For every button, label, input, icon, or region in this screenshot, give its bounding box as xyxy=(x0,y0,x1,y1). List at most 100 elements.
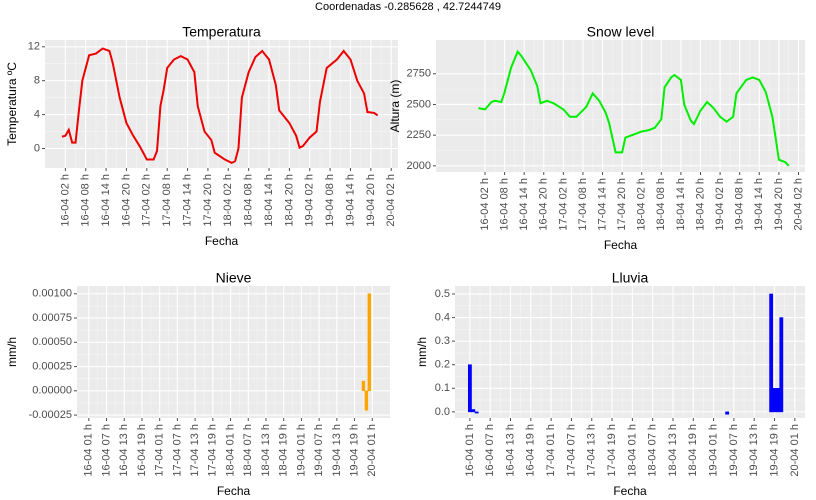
x-tick-label: 17-04 01 h xyxy=(154,424,166,477)
x-tick-label: 17-04 08 h xyxy=(577,178,589,231)
figure-title: Coordenadas -0.285628 , 42.7244749 xyxy=(315,1,501,13)
x-axis-label: Fecha xyxy=(613,484,647,498)
bar xyxy=(779,317,784,413)
bar xyxy=(364,390,369,411)
panel-title: Nieve xyxy=(216,270,252,286)
x-tick-label: 18-04 07 h xyxy=(242,424,254,477)
x-tick-label: 17-04 20 h xyxy=(202,174,214,227)
x-tick-label: 19-04 20 h xyxy=(773,178,785,231)
x-tick-label: 18-04 01 h xyxy=(224,424,236,477)
x-tick-label: 19-04 14 h xyxy=(344,174,356,227)
y-tick-label: 2750 xyxy=(407,68,431,80)
x-tick-label: 17-04 13 h xyxy=(189,424,201,477)
x-tick-label: 18-04 01 h xyxy=(626,424,638,477)
y-tick-label: 8 xyxy=(34,75,40,87)
plot-background xyxy=(436,40,805,172)
x-tick-label: 19-04 19 h xyxy=(348,424,360,477)
y-tick-label: 0.4 xyxy=(435,311,450,323)
x-tick-label: 18-04 08 h xyxy=(243,174,255,227)
x-tick-label: 19-04 08 h xyxy=(324,174,336,227)
x-tick-label: 19-04 20 h xyxy=(365,174,377,227)
bar xyxy=(474,411,479,414)
x-tick-label: 16-04 02 h xyxy=(479,178,491,231)
x-tick-label: 18-04 13 h xyxy=(667,424,679,477)
line xyxy=(478,49,790,167)
panel-title: Lluvia xyxy=(612,270,649,286)
y-tick-label: 2000 xyxy=(407,160,431,172)
bar xyxy=(725,411,730,415)
bar xyxy=(471,409,476,413)
x-tick-label: 17-04 08 h xyxy=(161,174,173,227)
x-tick-label: 16-04 02 h xyxy=(59,174,71,227)
x-tick-label: 17-04 07 h xyxy=(171,424,183,477)
x-tick-label: 19-04 02 h xyxy=(714,178,726,231)
y-axis-label: Altura (m) xyxy=(388,80,402,133)
bar xyxy=(769,293,774,413)
bar xyxy=(367,293,372,392)
x-tick-label: 19-04 07 h xyxy=(313,424,325,477)
y-tick-label: 2500 xyxy=(407,98,431,110)
y-tick-label: 0.00025 xyxy=(32,360,72,372)
y-tick-label: -0.00025 xyxy=(29,409,72,421)
x-tick-label: 18-04 07 h xyxy=(647,424,659,477)
x-tick-label: 19-04 13 h xyxy=(331,424,343,477)
y-tick-label: 0.00000 xyxy=(32,385,72,397)
x-tick-label: 18-04 13 h xyxy=(260,424,272,477)
x-tick-label: 19-04 01 h xyxy=(708,424,720,477)
x-tick-label: 16-04 07 h xyxy=(100,424,112,477)
x-tick-label: 17-04 13 h xyxy=(586,424,598,477)
x-tick-label: 16-04 20 h xyxy=(538,178,550,231)
x-tick-label: 18-04 08 h xyxy=(655,178,667,231)
x-tick-label: 16-04 13 h xyxy=(504,424,516,477)
y-tick-label: 0.5 xyxy=(435,288,450,300)
x-tick-label: 16-04 20 h xyxy=(120,174,132,227)
x-tick-label: 19-04 08 h xyxy=(734,178,746,231)
x-tick-label: 17-04 14 h xyxy=(596,178,608,231)
y-tick-label: 0.00050 xyxy=(32,336,72,348)
x-axis-label: Fecha xyxy=(217,484,251,498)
x-tick-label: 16-04 07 h xyxy=(484,424,496,477)
x-tick-label: 16-04 13 h xyxy=(118,424,130,477)
x-tick-label: 16-04 08 h xyxy=(498,178,510,231)
y-tick-label: 0.0 xyxy=(435,406,450,418)
x-axis-label: Fecha xyxy=(604,238,638,252)
x-tick-label: 19-04 02 h xyxy=(304,174,316,227)
bar xyxy=(772,387,777,413)
x-tick-label: 18-04 02 h xyxy=(636,178,648,231)
x-tick-label: 20-04 01 h xyxy=(789,424,801,477)
x-tick-label: 16-04 14 h xyxy=(518,178,530,231)
x-tick-label: 18-04 20 h xyxy=(283,174,295,227)
x-tick-label: 20-04 02 h xyxy=(385,174,397,227)
x-tick-label: 20-04 02 h xyxy=(792,178,804,231)
y-tick-label: 12 xyxy=(28,41,40,53)
x-tick-label: 17-04 19 h xyxy=(606,424,618,477)
y-tick-label: 4 xyxy=(34,109,40,121)
x-axis-label: Fecha xyxy=(205,234,239,248)
plot-background xyxy=(45,40,398,168)
bar xyxy=(467,364,472,413)
x-tick-label: 16-04 19 h xyxy=(136,424,148,477)
x-tick-label: 17-04 14 h xyxy=(181,174,193,227)
x-tick-label: 17-04 02 h xyxy=(141,174,153,227)
line xyxy=(61,47,379,165)
x-tick-label: 19-04 14 h xyxy=(753,178,765,231)
x-tick-label: 17-04 07 h xyxy=(565,424,577,477)
y-tick-label: 0.00100 xyxy=(32,288,72,300)
x-tick-label: 16-04 19 h xyxy=(525,424,537,477)
x-tick-label: 18-04 02 h xyxy=(222,174,234,227)
x-tick-label: 19-04 13 h xyxy=(748,424,760,477)
x-tick-label: 18-04 19 h xyxy=(687,424,699,477)
x-tick-label: 18-04 19 h xyxy=(278,424,290,477)
x-tick-label: 16-04 14 h xyxy=(100,174,112,227)
panel-title: Temperatura xyxy=(182,24,261,40)
plot-background xyxy=(77,286,390,418)
panel-title: Snow level xyxy=(587,24,655,40)
bar xyxy=(361,380,366,392)
y-tick-label: 0.1 xyxy=(435,382,450,394)
x-tick-label: 19-04 19 h xyxy=(768,424,780,477)
y-axis-label: mm/h xyxy=(5,337,19,367)
x-tick-label: 19-04 01 h xyxy=(295,424,307,477)
bar xyxy=(776,387,780,413)
x-tick-label: 18-04 14 h xyxy=(675,178,687,231)
